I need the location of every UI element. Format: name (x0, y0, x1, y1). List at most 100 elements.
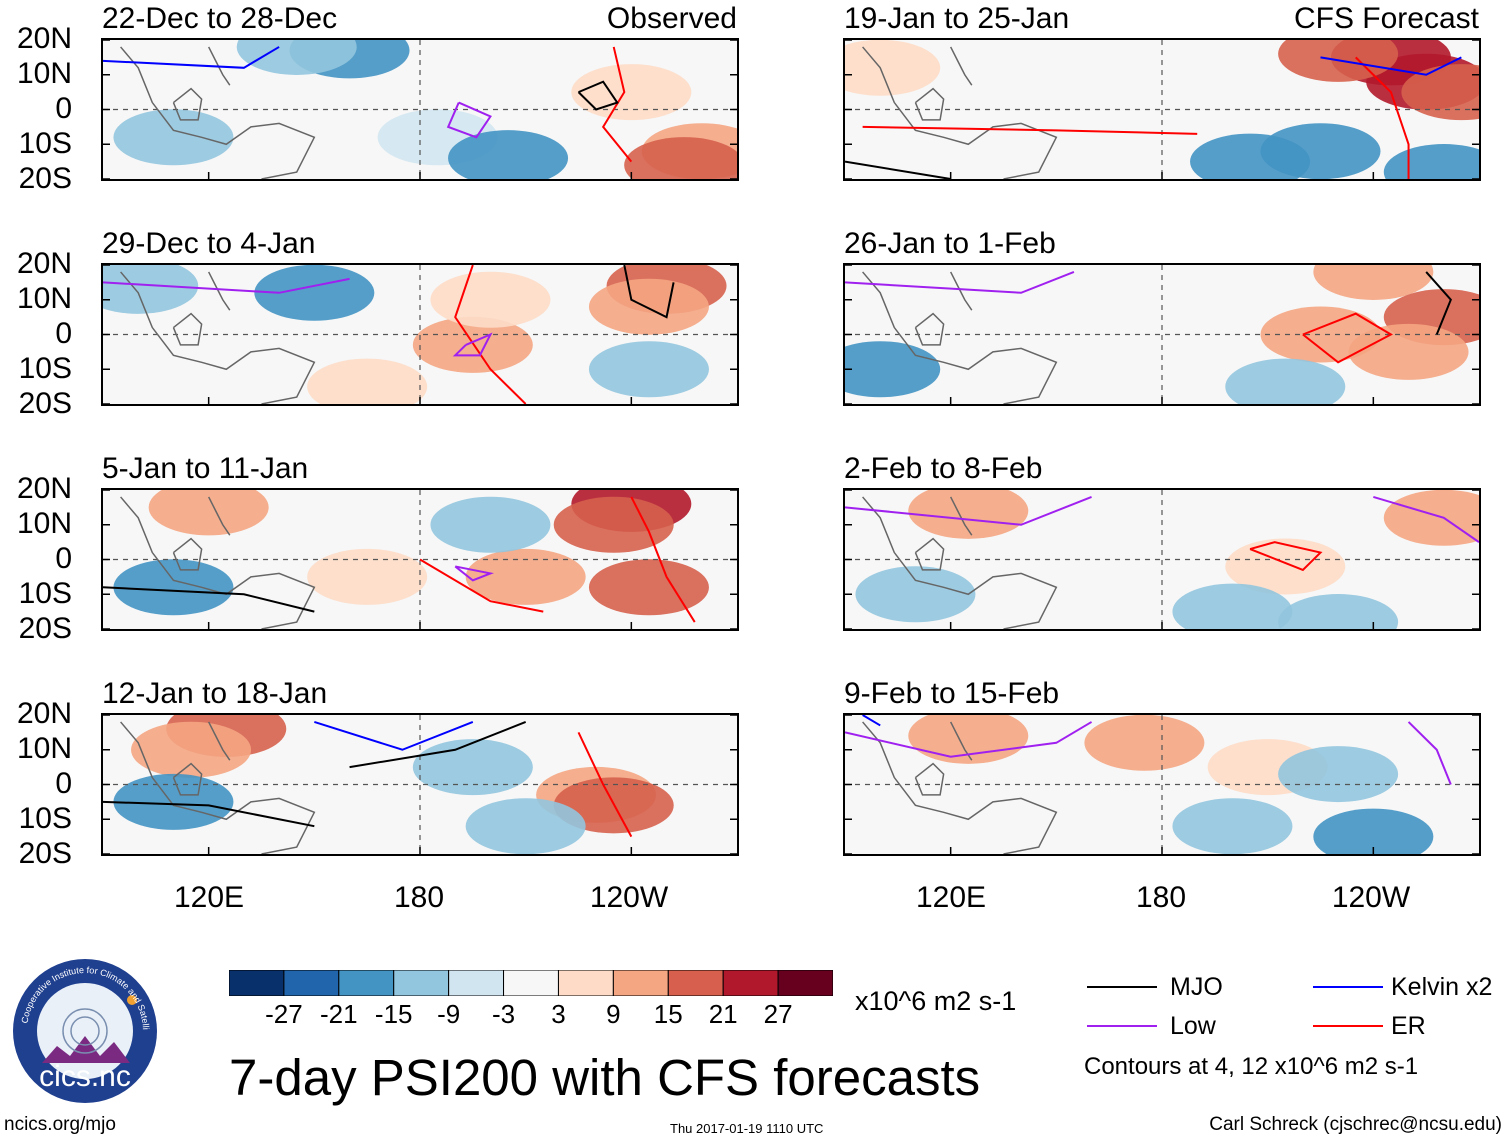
map-plot (103, 490, 737, 629)
contour-red (630, 496, 696, 623)
anomaly-region (113, 109, 234, 166)
map-panel-forecast-2 (843, 263, 1481, 406)
colorbar-swatch (777, 970, 833, 996)
coastline (172, 312, 203, 346)
contour-red (1302, 312, 1393, 364)
lat-tick-label: 20S (18, 837, 72, 870)
anomaly-region (430, 496, 551, 553)
map-panel-observed-2 (101, 263, 739, 406)
legend-label-low: Low (1170, 1012, 1216, 1040)
panel-title: 19-Jan to 25-Jan (844, 2, 1070, 35)
anomaly-region (236, 40, 357, 75)
panel-title: 26-Jan to 1-Feb (844, 227, 1056, 260)
map-plot (103, 40, 737, 179)
anomaly-region (1401, 64, 1479, 121)
contour-purple (845, 721, 1093, 758)
colorbar-swatch (667, 970, 724, 996)
lon-tick-label: 120W (589, 881, 669, 914)
anomaly-region (1225, 358, 1346, 404)
coastline (207, 46, 231, 86)
panel-title: 2-Feb to 8-Feb (844, 452, 1043, 485)
coastline (914, 87, 945, 121)
coastline (120, 721, 316, 854)
lat-tick-label: 0 (55, 767, 72, 800)
lat-tick-label: 20S (18, 162, 72, 195)
map-plot (845, 265, 1479, 404)
anomaly-region (1348, 323, 1469, 380)
colorbar-swatch (722, 970, 779, 996)
panel-title: 29-Dec to 4-Jan (102, 227, 316, 260)
lat-tick-label: 10N (16, 282, 72, 315)
contour-red (454, 265, 527, 404)
panel-title: 9-Feb to 15-Feb (844, 677, 1060, 710)
anomaly-region (588, 559, 709, 616)
contour-purple (845, 271, 1075, 294)
anomaly-region (412, 739, 533, 796)
colorbar-swatch (503, 970, 559, 996)
anomaly-region (1313, 265, 1434, 300)
contour-black (1425, 271, 1452, 335)
map-plot (845, 490, 1479, 629)
lat-tick-label: 0 (55, 542, 72, 575)
anomaly-region (1278, 594, 1399, 629)
map-panel-observed-1 (101, 38, 739, 181)
legend-label-mjo: MJO (1170, 973, 1223, 1001)
contour-purple (1407, 721, 1452, 785)
anomaly-region (430, 271, 551, 328)
coastline (914, 312, 945, 346)
coastline (862, 271, 1058, 404)
panel-title: 22-Dec to 28-Dec (102, 2, 338, 35)
coastline (949, 496, 973, 536)
contour-red (862, 125, 1198, 135)
contour-black (103, 800, 315, 828)
anomaly-region (553, 496, 674, 553)
colorbar-swatch (338, 970, 395, 996)
colorbar-tick-label: -3 (491, 999, 516, 1029)
colorbar-tick-label: 3 (551, 999, 566, 1029)
contour-red (601, 46, 633, 163)
contour-purple (103, 277, 350, 294)
cics-logo: Cooperative Institute for Climate and Sa… (12, 958, 158, 1104)
contour-black (845, 160, 951, 179)
footer-url: ncics.org/mjo (4, 1114, 116, 1135)
anomaly-region (908, 490, 1029, 539)
footer-author: Carl Schreck (cjschrec@ncsu.edu) (1209, 1114, 1502, 1135)
legend-label-kelvin: Kelvin x2 (1391, 973, 1493, 1001)
coastline (120, 46, 316, 179)
lat-tick-label: 10N (16, 507, 72, 540)
coastline (914, 537, 945, 571)
anomaly-region (1383, 490, 1479, 546)
chart-title: 7-day PSI200 with CFS forecasts (229, 1049, 981, 1106)
contour-black (349, 721, 527, 769)
lat-tick-label: 10S (18, 577, 72, 610)
colorbar-swatch (393, 970, 450, 996)
colorbar-tick-label: -9 (437, 999, 461, 1029)
legend-label-er: ER (1391, 1012, 1426, 1040)
contour-red (419, 558, 544, 613)
anomaly-region (465, 548, 586, 605)
lat-tick-label: 20N (16, 22, 72, 55)
lat-tick-label: 20N (16, 247, 72, 280)
lon-tick-label: 120W (1331, 881, 1411, 914)
coastline (949, 271, 973, 311)
map-plot (103, 265, 737, 404)
anomaly-region (1172, 798, 1293, 854)
anomaly-region (1313, 808, 1434, 854)
coastline (172, 537, 203, 571)
observed-label: Observed (606, 2, 737, 35)
anomaly-region (113, 773, 234, 830)
lat-tick-label: 20N (16, 697, 72, 730)
map-plot (103, 715, 737, 854)
colorbar-tick-label: 9 (606, 999, 621, 1029)
lon-tick-label: 120E (173, 881, 245, 914)
contour-black (577, 80, 619, 111)
map-panel-forecast-4 (843, 713, 1481, 856)
map-plot (845, 40, 1479, 179)
anomaly-region (855, 566, 976, 623)
cfs-forecast-label: CFS Forecast (1293, 2, 1479, 35)
map-panel-observed-3 (101, 488, 739, 631)
colorbar-tick-label: 21 (708, 999, 738, 1029)
contour-purple (452, 332, 493, 357)
anomaly-region (588, 341, 709, 398)
footer-timestamp: Thu 2017-01-19 1110 UTC (670, 1121, 824, 1136)
